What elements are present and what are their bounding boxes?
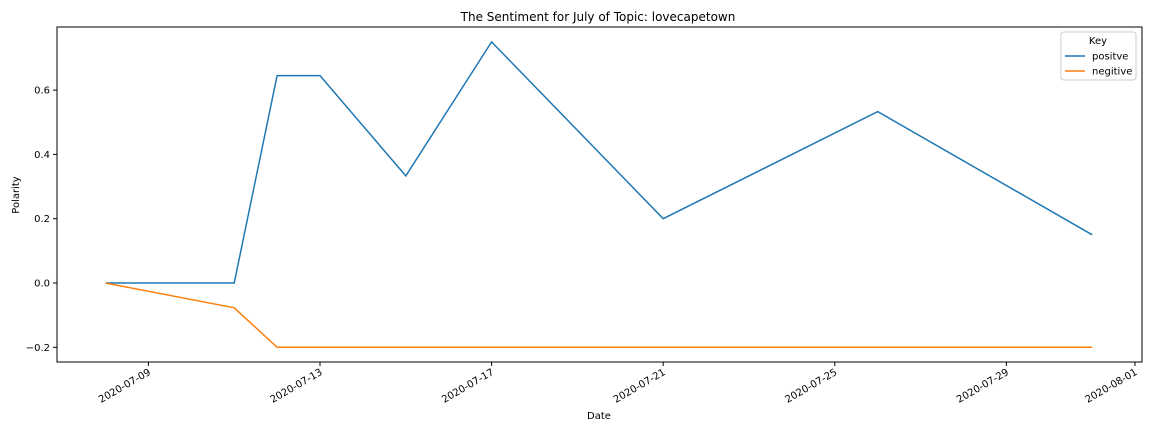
x-tick-label: 2020-07-29 — [955, 367, 1011, 406]
legend-label-negitive: negitive — [1092, 67, 1132, 78]
y-tick-label: −0.2 — [26, 343, 50, 354]
series-layer — [105, 40, 1093, 349]
x-axis-label: Date — [587, 411, 611, 422]
y-tick-label: 0.0 — [34, 279, 50, 290]
x-tick-label: 2020-07-21 — [612, 367, 668, 406]
series-line-positve — [105, 40, 1093, 284]
y-tick-label: 0.2 — [34, 214, 50, 225]
legend: Key positve negitive — [1060, 31, 1137, 81]
plot-area — [56, 26, 1143, 363]
legend-entries: positve negitive — [1065, 52, 1132, 78]
y-axis-label: Polarity — [11, 176, 22, 214]
series-line-negitive — [105, 282, 1093, 349]
x-tick-label: 2020-07-09 — [97, 367, 153, 406]
x-tick-label: 2020-07-13 — [269, 367, 325, 406]
y-tick-label: 0.6 — [34, 86, 50, 97]
y-tick-label: 0.4 — [34, 150, 50, 161]
legend-title: Key — [1089, 36, 1107, 47]
x-axis: 2020-07-09 2020-07-13 2020-07-17 2020-07-21… — [97, 362, 1140, 406]
legend-label-positve: positve — [1092, 52, 1128, 63]
y-axis: −0.2 0.0 0.2 0.4 0.6 — [26, 86, 57, 354]
legend-box — [1060, 31, 1137, 81]
x-tick-label: 2020-07-25 — [783, 367, 839, 406]
x-tick-label: 2020-08-01 — [1084, 367, 1140, 406]
chart-title: The Sentiment for July of Topic: lovecap… — [460, 10, 736, 24]
x-tick-label: 2020-07-17 — [440, 367, 496, 406]
